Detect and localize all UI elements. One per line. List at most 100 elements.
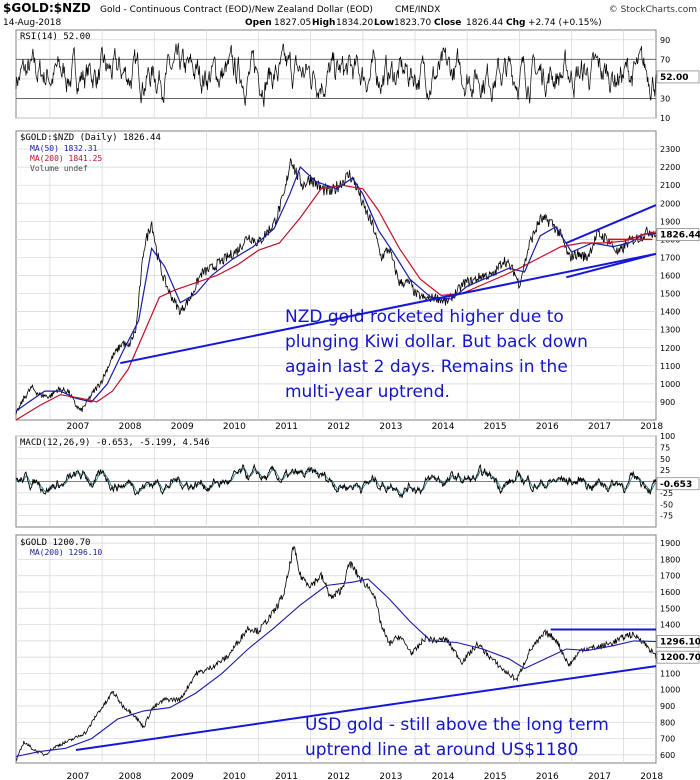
volume-legend: Volume undef: [30, 164, 88, 173]
usd-ma-last-value-box: [656, 635, 700, 648]
chg-label: Chg: [506, 18, 525, 28]
x-tick-label: 2008: [119, 772, 142, 780]
y-tick-label: 1700: [660, 253, 680, 262]
high-label: High: [312, 18, 335, 28]
usd-ma200-legend: MA(200) 1296.10: [30, 548, 102, 557]
usd-legend-main: $GOLD 1200.70: [20, 538, 90, 548]
y-tick-label: 25: [660, 466, 670, 475]
x-tick-label: 2012: [327, 772, 350, 780]
y-tick-label: 1200: [660, 344, 680, 353]
macd-panel: -75-50-250255075100-0.653: [15, 432, 700, 528]
x-tick-label: 2016: [536, 422, 559, 432]
y-tick-label: 50: [660, 455, 670, 464]
macd-legend: MACD(12,26,9) -0.653, -5.199, 4.546: [20, 438, 210, 448]
y-tick-label: 1600: [660, 272, 680, 281]
y-tick-label: 1900: [660, 217, 680, 226]
macd-last-value: -0.653: [660, 480, 692, 490]
y-tick-label: 1300: [660, 326, 680, 335]
usd-annotation-line: USD gold - still above the long term: [305, 715, 609, 735]
stockcharts-watermark: © StockCharts.com: [609, 5, 697, 15]
rsi-last-value-box: [656, 70, 700, 84]
y-tick-label: 1000: [660, 686, 680, 695]
nzd-last-value: 1826.44: [660, 231, 700, 241]
channel-top-trendline: [565, 204, 657, 244]
nzd-annotation-line: again last 2 days. Remains in the: [285, 357, 568, 377]
x-tick-label: 2011: [275, 422, 298, 432]
nzd-annotation-line: NZD gold rocketed higher due to: [285, 307, 564, 327]
y-tick-label: -75: [660, 512, 673, 521]
nzd-annotation: NZD gold rocketed higher due to plunging…: [285, 307, 588, 402]
nzd-last-value-box: [656, 228, 700, 241]
usd-last-value: 1200.70: [660, 653, 700, 663]
x-tick-label: 2009: [171, 772, 194, 780]
nzd-annotation-line: plunging Kiwi dollar. But back down: [285, 332, 588, 352]
y-tick-label: 2000: [660, 199, 680, 208]
usd-gold-panel: 6007008009001000110012001300140015001600…: [15, 534, 700, 764]
chart-symbol: $GOLD:$NZD: [3, 1, 91, 15]
usd-ma200-line: [15, 578, 657, 758]
y-tick-label: 30: [660, 94, 670, 103]
x-tick-label: 2013: [379, 422, 402, 432]
x-tick-label: 2009: [171, 422, 194, 432]
macd-line: [15, 463, 657, 498]
x-tick-label: 2018: [640, 772, 663, 780]
usd-last-value-box: [656, 650, 700, 664]
x-tick-label: 2017: [588, 422, 611, 432]
x-tick-label: 2011: [275, 772, 298, 780]
close-value: 1826.44: [466, 18, 503, 28]
macd-last-value-box: [656, 477, 700, 491]
usd-price-line: [15, 545, 657, 761]
y-tick-label: 1000: [660, 380, 680, 389]
y-tick-label: 1500: [660, 290, 680, 299]
rsi-last-value: 52.00: [660, 73, 688, 83]
y-tick-label: 1500: [660, 604, 680, 613]
high-value: 1834.20: [336, 18, 373, 28]
nzd-gold-panel: 9001000110012001300140015001600170018001…: [15, 130, 700, 421]
open-label: Open: [245, 18, 272, 28]
x-tick-label: 2016: [536, 772, 559, 780]
support-trendline: [120, 252, 657, 365]
y-tick-label: 700: [660, 735, 675, 744]
y-tick-label: 70: [660, 55, 670, 64]
y-tick-label: 1800: [660, 555, 680, 564]
usd-ma-last-value: 1296.10: [660, 638, 700, 648]
x-tick-label: 2014: [432, 772, 455, 780]
x-tick-label: 2017: [588, 772, 611, 780]
x-tick-label: 2008: [119, 422, 142, 432]
usd-annotation: USD gold - still above the long term upt…: [305, 715, 609, 760]
x-tick-label: 2014: [432, 422, 455, 432]
channel-bottom-trendline: [566, 252, 657, 279]
y-tick-label: -50: [660, 500, 673, 509]
x-tick-label: 2012: [327, 422, 350, 432]
y-tick-label: 90: [660, 36, 670, 45]
y-tick-label: 2300: [660, 145, 680, 154]
y-tick-label: 100: [660, 432, 675, 441]
low-value: 1823.70: [394, 18, 431, 28]
y-tick-label: 1100: [660, 669, 680, 678]
rsi-legend: RSI(14) 52.00: [20, 32, 90, 42]
close-label: Close: [434, 18, 461, 28]
y-tick-label: 10: [660, 114, 670, 123]
ma200-line: [15, 184, 657, 421]
x-tick-label: 2015: [484, 422, 507, 432]
time-axis: 2007 2007 2008 2008 2009 2009 2010 2010 2011 2011…: [66, 422, 663, 780]
y-tick-label: 2200: [660, 163, 680, 172]
y-tick-label: 900: [660, 702, 675, 711]
x-tick-label: 2007: [66, 772, 89, 780]
y-tick-label: -25: [660, 489, 673, 498]
nzd-annotation-line: multi-year uptrend.: [285, 382, 450, 402]
usd-annotation-line: uptrend line at around US$1180: [305, 740, 578, 760]
chart-date: 14-Aug-2018: [3, 18, 62, 28]
y-tick-label: 1900: [660, 539, 680, 548]
rsi-line: [15, 42, 657, 107]
ma50-line: [15, 166, 657, 412]
nzd-legend-main: $GOLD:$NZD (Daily) 1826.44: [20, 133, 161, 143]
chart-exchange: CME/INDX: [395, 5, 440, 15]
open-value: 1827.05: [274, 18, 311, 28]
y-tick-label: 600: [660, 751, 675, 760]
x-tick-label: 2007: [66, 422, 89, 432]
x-tick-label: 2018: [640, 422, 663, 432]
ma50-legend: MA(50) 1832.31: [30, 144, 98, 153]
x-tick-label: 2010: [223, 772, 246, 780]
